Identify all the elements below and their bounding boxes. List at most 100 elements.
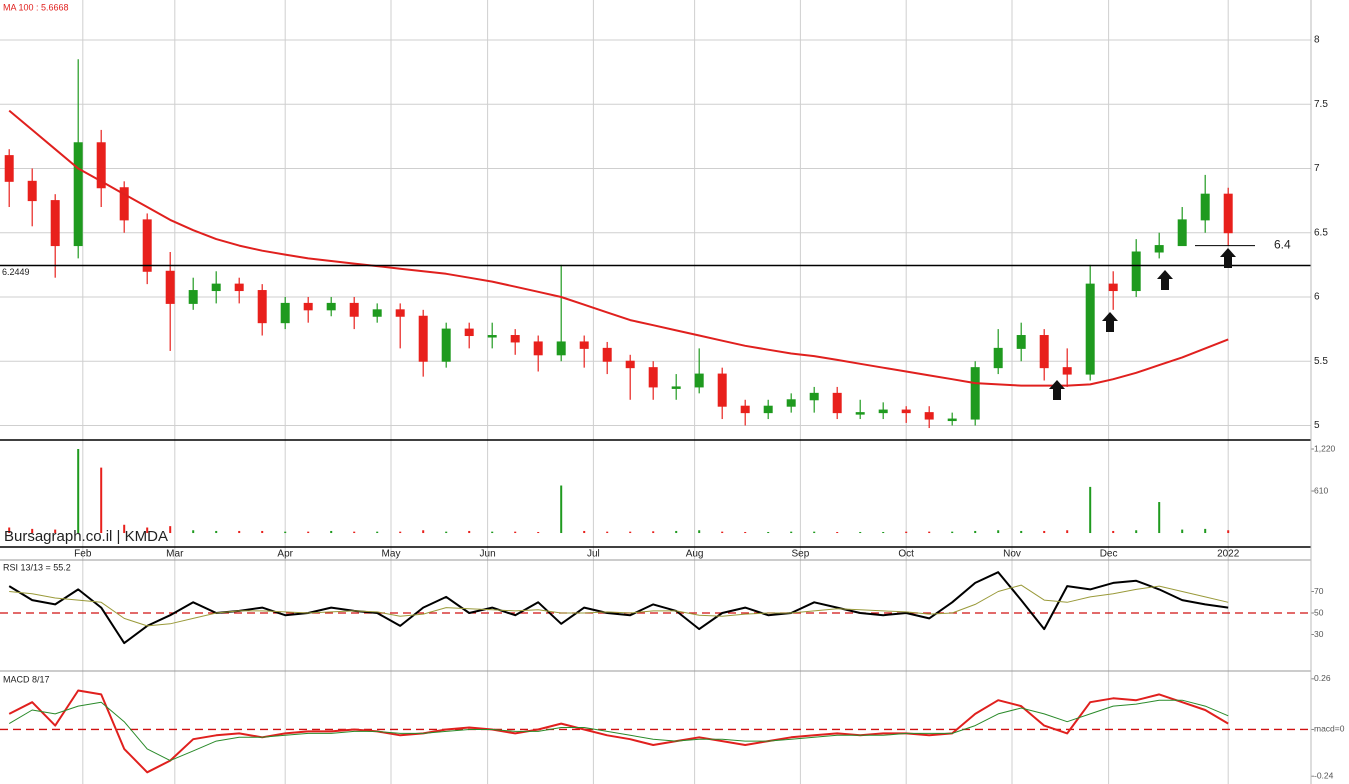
candle-body: [602, 347, 612, 362]
candle-body: [4, 155, 14, 182]
y-tick-label: 6: [1314, 292, 1320, 303]
volume-bar: [997, 530, 1000, 534]
volume-bar: [169, 526, 172, 534]
candle-body: [280, 302, 290, 324]
candle-body: [188, 290, 198, 304]
y-tick-label: 6.5: [1314, 227, 1328, 238]
reference-label: 6.4: [1274, 238, 1291, 252]
volume-bar: [583, 530, 586, 534]
volume-bar: [1066, 530, 1069, 534]
volume-bar: [330, 530, 333, 534]
candle-body: [441, 328, 451, 362]
x-tick-label: Oct: [898, 549, 914, 560]
volume-bar: [399, 531, 402, 534]
x-tick-label: 2022: [1217, 549, 1240, 560]
volume-bar: [882, 531, 885, 534]
volume-bar: [813, 531, 816, 534]
volume-bar: [652, 531, 655, 534]
volume-bar: [905, 531, 908, 534]
marks-layer: [0, 59, 1311, 774]
volume-bar: [445, 531, 448, 534]
volume-bar: [675, 530, 678, 534]
arrows: [1049, 248, 1236, 400]
x-tick-label: Nov: [1003, 549, 1021, 560]
volume-bar: [353, 531, 356, 534]
candle-body: [832, 392, 842, 414]
candle-body: [487, 335, 497, 338]
candle-body: [119, 187, 129, 221]
volume-bar: [284, 531, 287, 534]
x-tick-label: Dec: [1100, 549, 1118, 560]
volume-bar: [123, 524, 126, 534]
volume-bar: [422, 530, 425, 534]
candle-body: [1223, 193, 1233, 234]
y-tick-label: 5: [1314, 420, 1320, 431]
volume-bar: [1204, 528, 1207, 534]
candle-body: [924, 412, 934, 420]
volume-bar: [100, 467, 103, 534]
candle-body: [27, 180, 37, 202]
volume-bar: [1020, 530, 1023, 534]
candle-body: [993, 347, 1003, 369]
candle-body: [878, 409, 888, 414]
y-tick-label: 610: [1314, 485, 1328, 495]
y-tick-label: 7: [1314, 163, 1320, 174]
candle-body: [234, 283, 244, 292]
y-tick-label: 30: [1314, 629, 1324, 639]
volume-bar: [54, 529, 57, 534]
volume-bar: [491, 531, 494, 534]
candle-body: [349, 302, 359, 317]
series-line: [8, 109, 1229, 387]
volume-bar: [629, 531, 632, 534]
candle-body: [533, 341, 543, 356]
candle-body: [740, 405, 750, 414]
volume-bar: [767, 531, 770, 534]
volume-bar: [1158, 502, 1161, 534]
candle-body: [96, 142, 106, 189]
y-tick-label: -0.24: [1314, 770, 1334, 780]
candle-body: [671, 386, 681, 389]
candle-body: [809, 392, 819, 401]
candle-body: [257, 290, 267, 324]
volume-bar: [307, 531, 310, 534]
reference-label: 6.2449: [2, 267, 30, 277]
volume-bar: [836, 531, 839, 534]
candle-body: [786, 399, 796, 407]
candle-body: [1039, 335, 1049, 369]
candle-body: [50, 200, 60, 247]
candle-body: [579, 341, 589, 349]
volume-bar: [192, 530, 195, 534]
volume-bar: [468, 530, 471, 534]
y-tick-label: 8: [1314, 35, 1320, 46]
volume-bar: [514, 531, 517, 534]
candle-body: [510, 335, 520, 343]
volume-bar: [1181, 529, 1184, 534]
volume-bar: [537, 531, 540, 534]
volume-bar: [1089, 486, 1092, 534]
candle-body: [142, 219, 152, 272]
panel-title: RSI 13/13 = 55.2: [3, 562, 71, 572]
x-tick-label: Jun: [480, 549, 496, 560]
candle-body: [648, 367, 658, 388]
candle-body: [165, 270, 175, 304]
candle-body: [694, 373, 704, 388]
series-line: [8, 571, 1229, 645]
panel-title: MACD 8/17: [3, 674, 50, 684]
panel-title: MA 100 : 5.6668: [3, 2, 69, 12]
candle-body: [901, 409, 911, 414]
series-line: [8, 689, 1229, 774]
x-tick-label: Mar: [166, 549, 184, 560]
source-label: Bursagraph.co.il | KMDA: [4, 528, 168, 545]
candle-body: [1062, 367, 1072, 375]
candle-body: [1154, 245, 1164, 253]
y-tick-label: macd=0: [1314, 724, 1345, 734]
volume-bar: [928, 531, 931, 534]
candle-body: [1177, 219, 1187, 247]
arrow: [1220, 248, 1236, 268]
candle-body: [1108, 283, 1118, 292]
candle-body: [717, 373, 727, 407]
volume-bar: [31, 528, 34, 534]
candle-body: [947, 418, 957, 422]
volume-bar: [1227, 530, 1230, 534]
